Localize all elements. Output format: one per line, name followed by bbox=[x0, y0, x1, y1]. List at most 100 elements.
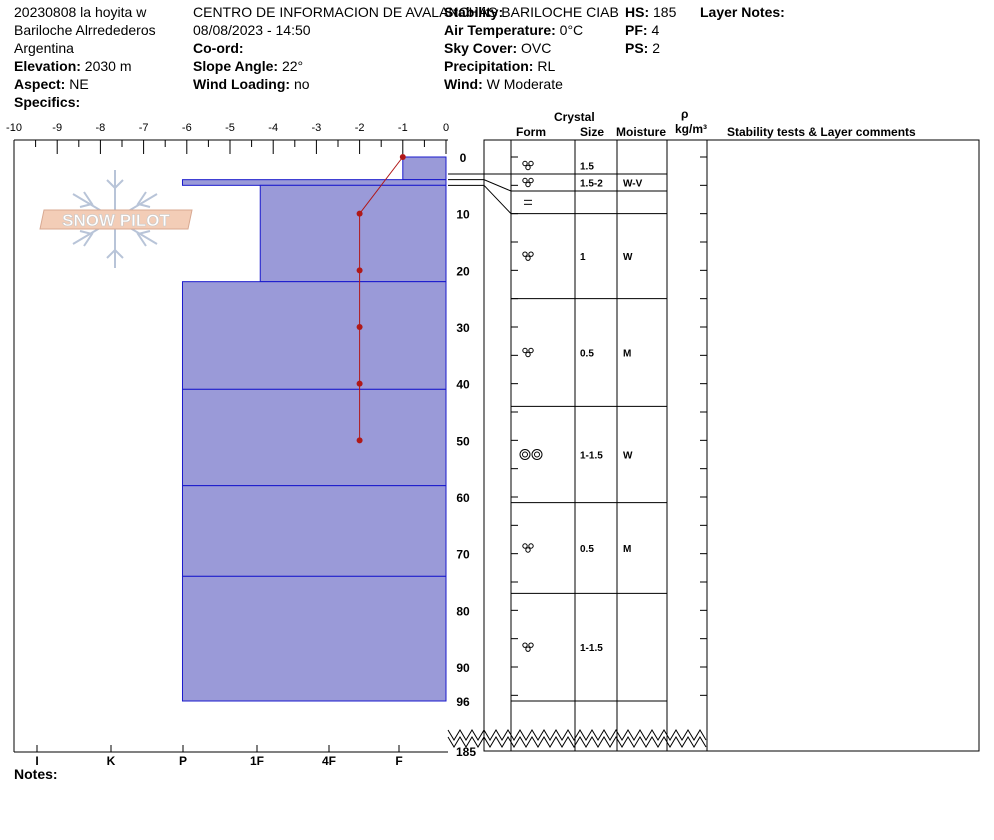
depth-label: 80 bbox=[456, 604, 470, 618]
grain-circle bbox=[522, 543, 528, 549]
melt-circle bbox=[519, 449, 531, 460]
sky-label: Sky Cover: bbox=[444, 40, 518, 56]
grain-circle bbox=[522, 160, 528, 167]
ps-label: PS: bbox=[625, 40, 649, 56]
logo-text: SNOW PILOT bbox=[62, 211, 170, 230]
temperature-point bbox=[356, 380, 363, 387]
slope-label: Slope Angle: bbox=[193, 58, 279, 74]
temp-tick-label: -8 bbox=[96, 122, 106, 134]
hardness-label-F: F bbox=[395, 754, 402, 768]
temp-tick-label: -4 bbox=[268, 122, 278, 134]
aspect: Aspect: NE bbox=[14, 76, 89, 92]
sky-cover: Sky Cover: OVC bbox=[444, 40, 551, 56]
temperature-profile-line bbox=[359, 156, 404, 441]
stability-label: Stability: bbox=[444, 4, 504, 20]
grain-circle bbox=[525, 181, 531, 188]
hardness-label-4F: 4F bbox=[322, 754, 336, 768]
hardness-label-P: P bbox=[179, 754, 187, 768]
temperature-point bbox=[356, 324, 363, 330]
hs: HS: 185 bbox=[625, 4, 676, 20]
temp-tick-label: -6 bbox=[182, 122, 192, 134]
depth-label: 40 bbox=[456, 378, 470, 392]
snow-pilot-logo: SNOW PILOT bbox=[39, 170, 193, 268]
windload-label: Wind Loading: bbox=[193, 76, 291, 92]
grain-circle bbox=[525, 164, 531, 171]
depth-label: 90 bbox=[456, 661, 470, 675]
rounded-grains-icon bbox=[522, 251, 534, 261]
rounded-grains-icon bbox=[522, 642, 534, 652]
temp-tick-label: 0 bbox=[443, 122, 449, 134]
hs-value: 185 bbox=[653, 4, 677, 20]
moisture-header: Moisture bbox=[616, 125, 667, 139]
size-cell: 1.5 bbox=[580, 162, 594, 173]
rounded-grains-icon bbox=[522, 347, 534, 358]
slope-angle: Slope Angle: 22° bbox=[193, 58, 303, 74]
size-cell: 1 bbox=[580, 252, 586, 263]
temperature-point bbox=[356, 437, 363, 444]
organization: CENTRO DE INFORMACION DE AVALANCHAS BARI… bbox=[193, 4, 619, 20]
temp-tick-label: -2 bbox=[355, 122, 365, 134]
layer-notes-label: Layer Notes: bbox=[700, 4, 785, 20]
temperature-point bbox=[356, 210, 363, 217]
size-cell: 1-1.5 bbox=[580, 643, 603, 654]
grain-circle bbox=[522, 177, 528, 184]
pf: PF: 4 bbox=[625, 22, 659, 38]
depth-label: 60 bbox=[456, 491, 470, 505]
hardness-layer-1 bbox=[402, 156, 447, 181]
hardness-label-1F: 1F bbox=[250, 754, 264, 768]
depth-label: 96 bbox=[456, 695, 470, 709]
slope-value: 22° bbox=[281, 58, 304, 74]
aspect-label: Aspect: bbox=[14, 76, 66, 92]
grain-circle bbox=[528, 160, 534, 167]
form-header: Form bbox=[516, 125, 546, 139]
grain-circle bbox=[525, 646, 531, 652]
site-name: 20230808 la hoyita w bbox=[14, 4, 147, 20]
crystal-header: Crystal bbox=[554, 110, 595, 124]
wind-loading: Wind Loading: no bbox=[193, 76, 310, 92]
airtemp-value: 0°C bbox=[559, 22, 584, 38]
grain-circle bbox=[528, 177, 534, 184]
windload-value: no bbox=[293, 76, 310, 92]
ice-crust-icon bbox=[524, 199, 532, 205]
hardness-layer-5 bbox=[181, 388, 447, 487]
aspect-value: NE bbox=[69, 76, 89, 92]
temperature-point bbox=[356, 267, 363, 274]
hardness-layer-3 bbox=[259, 184, 447, 283]
rounded-grains-icon bbox=[522, 543, 534, 553]
hardness-label-I: I bbox=[35, 754, 38, 768]
moisture-cell: W-V bbox=[623, 179, 643, 190]
depth-label: 0 bbox=[460, 151, 467, 165]
wind-label: Wind: bbox=[444, 76, 483, 92]
depth-label: 30 bbox=[456, 321, 470, 335]
grain-circle bbox=[528, 543, 534, 549]
temp-tick-label: -5 bbox=[225, 122, 235, 134]
density-unit-header: kg/m³ bbox=[675, 122, 708, 136]
hs-label: HS: bbox=[625, 4, 650, 20]
wind-value: W Moderate bbox=[486, 76, 563, 92]
rounded-grains-icon bbox=[522, 177, 534, 188]
specifics-label: Specifics: bbox=[14, 94, 81, 110]
depth-label: 10 bbox=[456, 208, 470, 222]
melt-forms-icon bbox=[519, 449, 543, 460]
temp-tick-label: -7 bbox=[139, 122, 149, 134]
precip-value: RL bbox=[537, 58, 556, 74]
ps: PS: 2 bbox=[625, 40, 660, 56]
size-cell: 1.5-2 bbox=[580, 179, 603, 190]
precipitation: Precipitation: RL bbox=[444, 58, 555, 74]
site-region: Bariloche Alrredederos bbox=[14, 22, 156, 38]
grain-circle bbox=[525, 255, 531, 261]
temp-tick-label: -3 bbox=[312, 122, 322, 134]
pf-value: 4 bbox=[651, 22, 660, 38]
logo-band bbox=[39, 209, 193, 230]
rounded-grains-icon bbox=[522, 160, 534, 171]
precip-label: Precipitation: bbox=[444, 58, 534, 74]
melt-circle bbox=[522, 451, 528, 458]
air-temperature: Air Temperature: 0°C bbox=[444, 22, 583, 38]
moisture-cell: M bbox=[623, 544, 631, 555]
coord-label: Co-ord: bbox=[193, 40, 244, 56]
grain-circle bbox=[522, 347, 528, 354]
comments-header: Stability tests & Layer comments bbox=[727, 125, 916, 139]
grain-circle bbox=[528, 251, 534, 257]
ps-value: 2 bbox=[652, 40, 661, 56]
